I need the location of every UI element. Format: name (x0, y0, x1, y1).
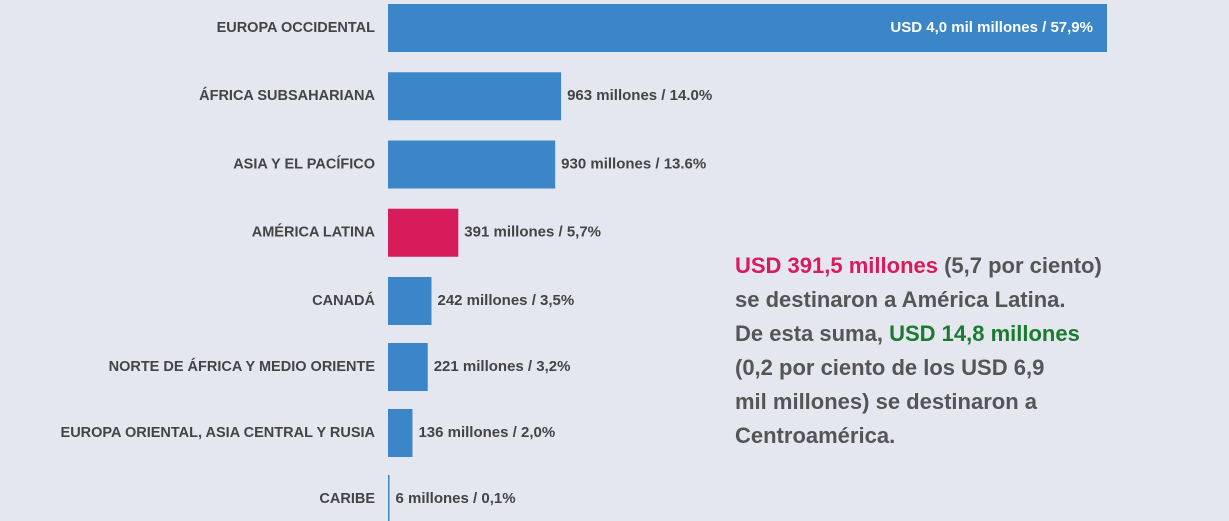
value-label: 930 millones / 13.6% (561, 155, 706, 172)
annotation-text: se destinaron a América Latina. (735, 287, 1066, 312)
category-label: NORTE DE ÁFRICA Y MEDIO ORIENTE (109, 358, 376, 375)
value-label: 963 millones / 14.0% (567, 87, 712, 104)
annotation-text: (0,2 por ciento de los USD 6,9 (735, 355, 1044, 380)
bar (388, 343, 428, 391)
annotation-line: USD 391,5 millones (5,7 por ciento) (735, 253, 1102, 278)
value-label: USD 4,0 mil millones / 57,9% (890, 19, 1093, 36)
annotation-text: mil millones) se destinaron a (735, 389, 1038, 414)
bar (388, 475, 390, 521)
category-label: ASIA Y EL PACÍFICO (233, 155, 375, 172)
annotation-text: USD 14,8 millones (889, 321, 1080, 346)
annotation-text: Centroamérica. (735, 423, 895, 448)
bar (388, 409, 413, 457)
category-label: EUROPA OCCIDENTAL (217, 20, 376, 36)
annotation-text: De esta suma, (735, 321, 889, 346)
category-label: ÁFRICA SUBSAHARIANA (199, 87, 375, 104)
value-label: 391 millones / 5,7% (464, 224, 601, 241)
category-label: EUROPA ORIENTAL, ASIA CENTRAL Y RUSIA (61, 425, 376, 441)
annotation-text: (5,7 por ciento) (938, 253, 1102, 278)
annotation-line: mil millones) se destinaron a (735, 389, 1038, 414)
annotation-text: USD 391,5 millones (735, 253, 938, 278)
bar (388, 208, 459, 257)
bar (388, 277, 432, 325)
value-label: 221 millones / 3,2% (434, 358, 571, 375)
value-label: 6 millones / 0,1% (396, 490, 516, 507)
category-label: AMÉRICA LATINA (252, 224, 376, 241)
category-label: CANADÁ (312, 292, 375, 309)
category-label: CARIBE (319, 491, 375, 507)
bar (388, 72, 562, 121)
bar (388, 140, 556, 189)
annotation-line: se destinaron a América Latina. (735, 287, 1066, 312)
value-label: 242 millones / 3,5% (437, 292, 574, 309)
annotation-line: (0,2 por ciento de los USD 6,9 (735, 355, 1044, 380)
bar (388, 4, 1107, 52)
value-label: 136 millones / 2,0% (418, 424, 555, 441)
annotation-line: De esta suma, USD 14,8 millones (735, 321, 1080, 346)
annotation-line: Centroamérica. (735, 423, 895, 448)
